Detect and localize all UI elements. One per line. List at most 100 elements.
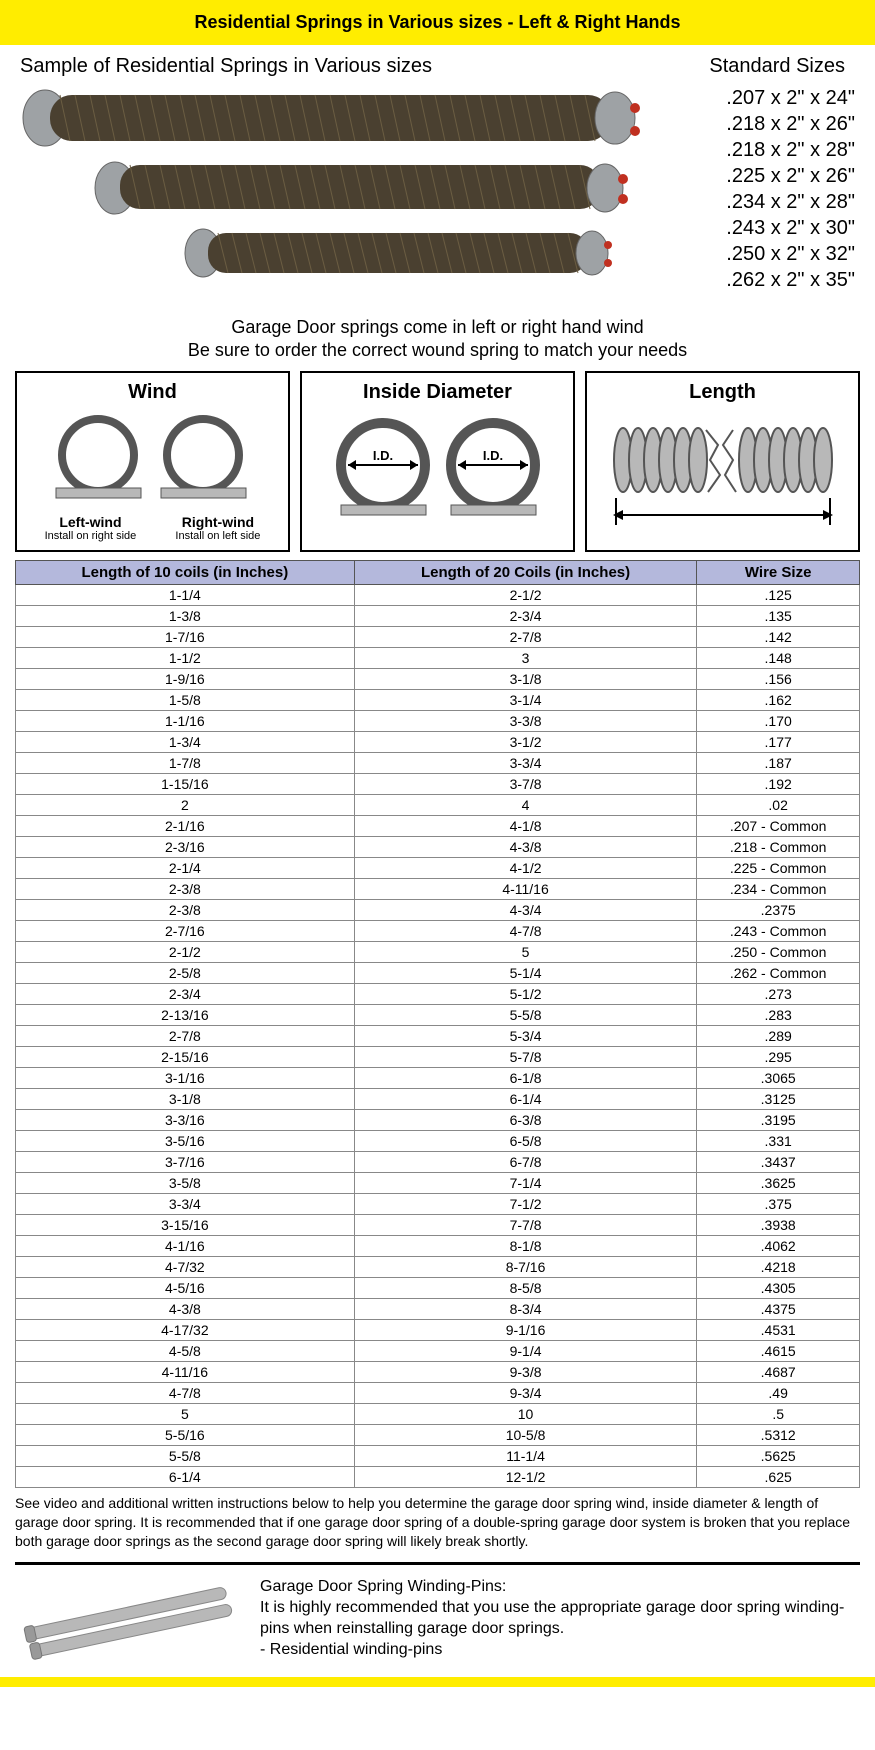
table-cell: 1-5/8 bbox=[16, 689, 355, 710]
table-cell: 3-1/2 bbox=[354, 731, 697, 752]
table-cell: .225 - Common bbox=[697, 857, 860, 878]
length-svg bbox=[598, 410, 848, 535]
table-row: 4-17/329-1/16.4531 bbox=[16, 1319, 860, 1340]
pins-sub: - Residential winding-pins bbox=[260, 1640, 860, 1661]
table-cell: 4-7/8 bbox=[16, 1382, 355, 1403]
table-row: 2-5/85-1/4.262 - Common bbox=[16, 962, 860, 983]
table-row: 1-15/163-7/8.192 bbox=[16, 773, 860, 794]
table-cell: 2-15/16 bbox=[16, 1046, 355, 1067]
table-cell: .125 bbox=[697, 584, 860, 605]
table-cell: .295 bbox=[697, 1046, 860, 1067]
table-cell: 5-5/16 bbox=[16, 1424, 355, 1445]
table-cell: .02 bbox=[697, 794, 860, 815]
table-cell: 3-7/8 bbox=[354, 773, 697, 794]
standard-size-item: .225 x 2" x 26" bbox=[726, 163, 855, 189]
table-cell: .218 - Common bbox=[697, 836, 860, 857]
table-cell: .4615 bbox=[697, 1340, 860, 1361]
table-row: 24.02 bbox=[16, 794, 860, 815]
table-cell: 3-5/8 bbox=[16, 1172, 355, 1193]
table-row: 2-1/44-1/2.225 - Common bbox=[16, 857, 860, 878]
table-cell: 2-1/4 bbox=[16, 857, 355, 878]
table-cell: 9-3/8 bbox=[354, 1361, 697, 1382]
table-row: 2-7/164-7/8.243 - Common bbox=[16, 920, 860, 941]
table-cell: .177 bbox=[697, 731, 860, 752]
table-row: 4-3/88-3/4.4375 bbox=[16, 1298, 860, 1319]
standard-size-item: .250 x 2" x 32" bbox=[726, 241, 855, 267]
right-wind-label: Right-wind bbox=[175, 514, 260, 530]
table-row: 1-3/82-3/4.135 bbox=[16, 605, 860, 626]
table-cell: 4-7/32 bbox=[16, 1256, 355, 1277]
table-row: 3-15/167-7/8.3938 bbox=[16, 1214, 860, 1235]
table-cell: .162 bbox=[697, 689, 860, 710]
table-row: 1-7/162-7/8.142 bbox=[16, 626, 860, 647]
right-wind-sub: Install on left side bbox=[175, 530, 260, 542]
table-cell: 8-5/8 bbox=[354, 1277, 697, 1298]
table-row: 3-3/47-1/2.375 bbox=[16, 1193, 860, 1214]
wind-note: Garage Door springs come in left or righ… bbox=[0, 316, 875, 363]
table-row: 4-5/168-5/8.4305 bbox=[16, 1277, 860, 1298]
standard-size-item: .243 x 2" x 30" bbox=[726, 215, 855, 241]
table-cell: 3-3/8 bbox=[354, 710, 697, 731]
table-row: 1-3/43-1/2.177 bbox=[16, 731, 860, 752]
table-cell: 1-7/8 bbox=[16, 752, 355, 773]
table-cell: .3065 bbox=[697, 1067, 860, 1088]
table-cell: 10-5/8 bbox=[354, 1424, 697, 1445]
table-cell: 5-7/8 bbox=[354, 1046, 697, 1067]
table-cell: .5 bbox=[697, 1403, 860, 1424]
table-cell: 2-1/2 bbox=[16, 941, 355, 962]
table-cell: .148 bbox=[697, 647, 860, 668]
table-cell: 4-11/16 bbox=[16, 1361, 355, 1382]
table-row: 4-5/89-1/4.4615 bbox=[16, 1340, 860, 1361]
table-cell: .234 - Common bbox=[697, 878, 860, 899]
id-diagram: Inside Diameter I.D. I.D. bbox=[300, 371, 575, 552]
table-cell: .4218 bbox=[697, 1256, 860, 1277]
table-cell: 3 bbox=[354, 647, 697, 668]
table-cell: .4062 bbox=[697, 1235, 860, 1256]
table-cell: .3938 bbox=[697, 1214, 860, 1235]
table-cell: 5-3/4 bbox=[354, 1025, 697, 1046]
id-title: Inside Diameter bbox=[310, 381, 565, 404]
table-cell: 3-3/16 bbox=[16, 1109, 355, 1130]
svg-text:I.D.: I.D. bbox=[482, 448, 502, 463]
table-cell: 2-1/2 bbox=[354, 584, 697, 605]
table-cell: 3-3/4 bbox=[16, 1193, 355, 1214]
table-cell: 1-1/2 bbox=[16, 647, 355, 668]
table-row: 2-13/165-5/8.283 bbox=[16, 1004, 860, 1025]
table-header: Length of 10 coils (in Inches) bbox=[16, 560, 355, 584]
table-row: 1-1/23.148 bbox=[16, 647, 860, 668]
table-cell: 7-1/2 bbox=[354, 1193, 697, 1214]
length-title: Length bbox=[595, 381, 850, 404]
table-cell: .4305 bbox=[697, 1277, 860, 1298]
springs-illustration bbox=[20, 83, 660, 303]
table-cell: 2-3/16 bbox=[16, 836, 355, 857]
table-cell: .4687 bbox=[697, 1361, 860, 1382]
table-row: 2-1/164-1/8.207 - Common bbox=[16, 815, 860, 836]
table-cell: .273 bbox=[697, 983, 860, 1004]
wind-title: Wind bbox=[25, 381, 280, 404]
instructions-note: See video and additional written instruc… bbox=[0, 1488, 875, 1557]
table-cell: .283 bbox=[697, 1004, 860, 1025]
table-cell: 9-3/4 bbox=[354, 1382, 697, 1403]
table-cell: 7-1/4 bbox=[354, 1172, 697, 1193]
table-cell: .243 - Common bbox=[697, 920, 860, 941]
table-cell: 4-7/8 bbox=[354, 920, 697, 941]
table-cell: 1-3/4 bbox=[16, 731, 355, 752]
table-cell: 6-1/8 bbox=[354, 1067, 697, 1088]
left-wind-label: Left-wind bbox=[45, 514, 137, 530]
table-cell: 2-13/16 bbox=[16, 1004, 355, 1025]
pins-title: Garage Door Spring Winding-Pins: bbox=[260, 1577, 860, 1598]
standard-sizes-title: Standard Sizes bbox=[709, 55, 845, 78]
table-cell: 4-17/32 bbox=[16, 1319, 355, 1340]
sub-line-1: Garage Door springs come in left or righ… bbox=[0, 316, 875, 339]
table-cell: 7-7/8 bbox=[354, 1214, 697, 1235]
wind-svg bbox=[38, 410, 268, 505]
table-cell: 2-7/16 bbox=[16, 920, 355, 941]
table-row: 3-5/166-5/8.331 bbox=[16, 1130, 860, 1151]
table-row: 3-1/166-1/8.3065 bbox=[16, 1067, 860, 1088]
table-cell: 1-3/8 bbox=[16, 605, 355, 626]
table-cell: 5-5/8 bbox=[354, 1004, 697, 1025]
table-cell: 9-1/16 bbox=[354, 1319, 697, 1340]
table-cell: 1-1/16 bbox=[16, 710, 355, 731]
table-cell: .331 bbox=[697, 1130, 860, 1151]
table-row: 1-1/163-3/8.170 bbox=[16, 710, 860, 731]
